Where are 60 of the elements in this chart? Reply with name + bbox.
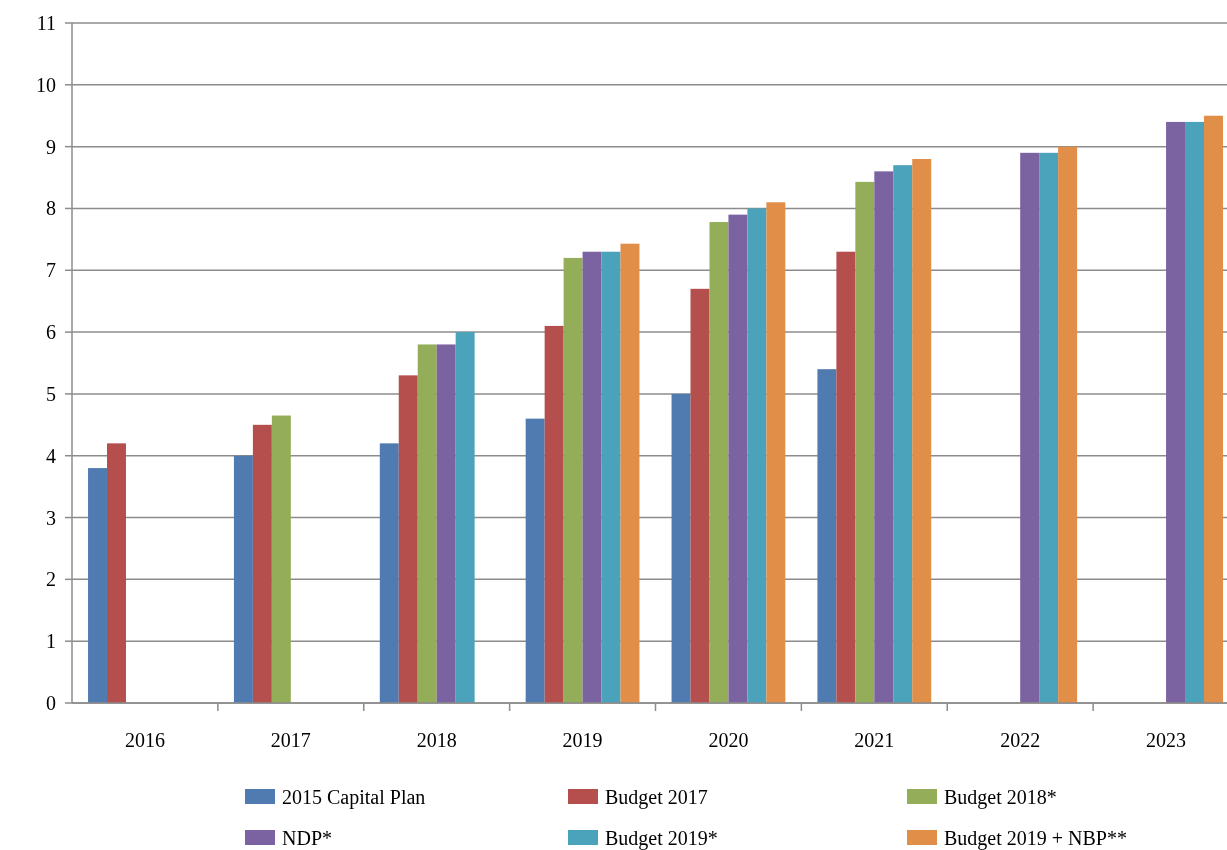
bar — [233, 455, 253, 703]
bar — [107, 443, 126, 703]
bar — [417, 344, 437, 703]
x-tick-label: 2023 — [1146, 729, 1187, 751]
legend-label: NDP* — [282, 827, 333, 849]
x-tick-label: 2022 — [1000, 729, 1041, 751]
bar — [252, 424, 272, 703]
bar — [836, 251, 856, 703]
bar — [1166, 121, 1186, 703]
bar — [1203, 115, 1223, 703]
y-tick-label: 2 — [46, 568, 56, 591]
bar — [1039, 152, 1059, 703]
bar — [582, 251, 602, 703]
bar — [690, 288, 710, 703]
bar — [893, 165, 913, 703]
x-tick-label: 2019 — [562, 729, 603, 751]
bar — [271, 415, 291, 703]
x-tick-label: 2016 — [124, 729, 165, 751]
legend-label: 2015 Capital Plan — [282, 786, 426, 809]
bar — [563, 257, 583, 703]
y-tick-label: 11 — [36, 12, 56, 34]
x-tick-label: 2021 — [854, 729, 895, 751]
bar — [671, 393, 691, 703]
bar — [88, 468, 108, 703]
bar — [709, 222, 729, 703]
legend-label: Budget 2018* — [944, 786, 1057, 809]
y-tick-label: 10 — [36, 73, 56, 96]
bar — [544, 325, 564, 703]
bar — [398, 375, 418, 703]
bar — [455, 332, 475, 703]
bar — [1185, 121, 1204, 703]
bar — [379, 443, 399, 703]
y-tick-label: 1 — [46, 630, 56, 653]
bar — [855, 181, 875, 703]
bar — [912, 159, 932, 703]
y-tick-label: 8 — [46, 197, 56, 220]
x-tick-label: 2018 — [416, 729, 457, 751]
bar — [728, 214, 748, 703]
legend-label: Budget 2019* — [605, 827, 718, 850]
y-tick-label: 0 — [46, 692, 56, 714]
y-tick-label: 7 — [46, 259, 56, 282]
x-tick-label: 2020 — [708, 729, 749, 751]
x-tick-label: 2017 — [270, 729, 311, 751]
bar — [874, 171, 894, 703]
y-tick-label: 4 — [46, 444, 56, 467]
y-tick-label: 3 — [46, 506, 56, 529]
y-tick-label: 6 — [46, 321, 56, 344]
legend-label: Budget 2017 — [605, 786, 708, 809]
y-tick-label: 5 — [46, 382, 56, 405]
bar — [620, 243, 640, 703]
bar — [1058, 146, 1078, 703]
bar — [766, 202, 786, 703]
bar — [436, 344, 456, 703]
bar — [817, 369, 837, 703]
legend-label: Budget 2019 + NBP** — [944, 827, 1127, 850]
y-tick-label: 9 — [46, 135, 56, 158]
bar — [601, 251, 621, 703]
bar — [525, 418, 545, 703]
bar — [747, 208, 767, 703]
bar — [1020, 152, 1040, 703]
